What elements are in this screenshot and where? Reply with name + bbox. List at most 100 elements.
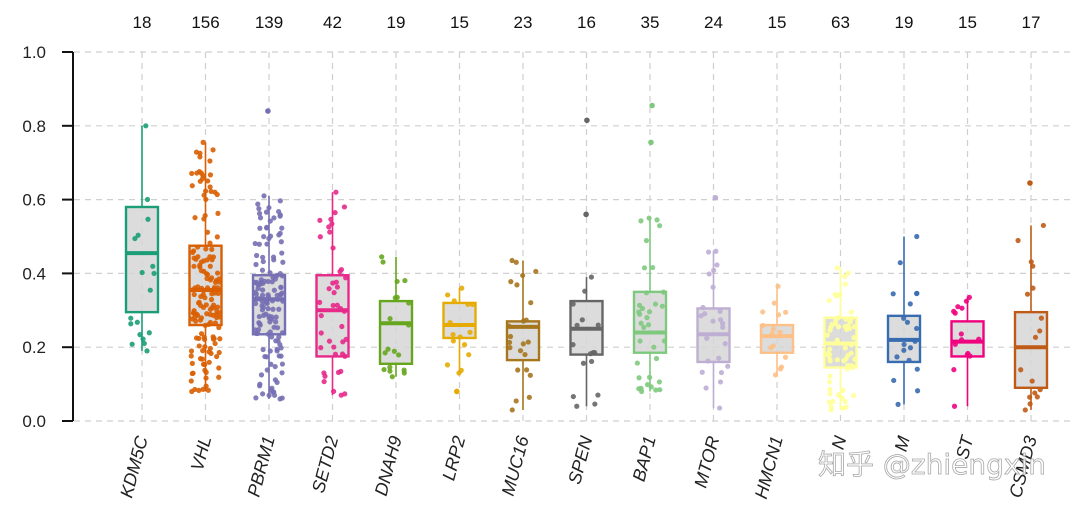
data-point	[267, 270, 273, 276]
sample-count-label: 15	[768, 13, 787, 32]
data-point	[775, 312, 782, 318]
data-point	[843, 404, 849, 410]
data-point	[205, 178, 211, 184]
data-point	[643, 290, 650, 296]
data-point	[271, 287, 277, 293]
box-group-hmcn1	[759, 283, 795, 378]
data-point	[264, 367, 270, 373]
data-point	[526, 394, 532, 400]
data-point	[959, 337, 965, 343]
data-point	[447, 320, 453, 326]
data-point	[951, 367, 957, 373]
data-point	[207, 172, 214, 178]
data-point	[513, 398, 519, 404]
data-point	[271, 215, 277, 221]
data-point	[279, 370, 285, 376]
data-point	[191, 263, 197, 269]
data-point	[507, 345, 513, 351]
data-point	[331, 344, 337, 350]
data-point	[128, 321, 134, 327]
data-point	[143, 123, 149, 129]
data-point	[834, 339, 841, 346]
data-point	[508, 279, 514, 285]
box-group-lrp2	[442, 285, 477, 395]
data-point	[834, 265, 840, 271]
data-point	[381, 366, 387, 373]
data-point	[461, 342, 468, 348]
data-point	[406, 322, 412, 328]
data-point	[215, 304, 221, 310]
data-point	[257, 383, 263, 389]
data-point	[332, 351, 339, 357]
data-point	[269, 298, 276, 304]
data-point	[197, 154, 203, 160]
data-point	[444, 362, 451, 368]
data-point	[258, 372, 265, 378]
data-point	[958, 331, 964, 337]
data-point	[894, 354, 900, 360]
data-point	[145, 216, 151, 222]
data-point	[255, 201, 261, 207]
data-point	[318, 330, 324, 336]
data-point	[848, 350, 854, 356]
data-point	[851, 323, 858, 330]
data-point	[265, 278, 271, 285]
data-point	[277, 198, 283, 204]
data-point	[646, 309, 653, 315]
sample-count-label: 18	[133, 13, 152, 32]
data-point	[775, 283, 781, 289]
data-point	[580, 360, 587, 366]
data-point	[509, 257, 515, 264]
data-point	[914, 233, 920, 240]
data-point	[402, 277, 408, 284]
box-group-m	[886, 233, 922, 407]
data-point	[827, 379, 833, 385]
data-point	[198, 315, 205, 321]
data-point	[966, 294, 972, 300]
data-point	[342, 391, 348, 397]
data-point	[216, 314, 222, 320]
data-point	[834, 357, 840, 363]
data-point	[1027, 401, 1033, 407]
data-point	[574, 403, 580, 409]
data-point	[587, 351, 594, 357]
data-point	[197, 178, 203, 184]
data-point	[912, 338, 918, 344]
data-point	[279, 250, 285, 256]
data-point	[698, 313, 704, 319]
data-point	[327, 229, 333, 235]
data-point	[848, 309, 854, 315]
data-point	[770, 326, 777, 332]
data-point	[128, 315, 134, 321]
data-point	[266, 392, 272, 398]
data-point	[710, 318, 716, 324]
data-point	[280, 259, 286, 265]
box-group-setd2	[315, 189, 350, 398]
data-point	[276, 334, 282, 340]
data-point	[778, 364, 785, 370]
data-point	[341, 308, 348, 314]
data-point	[212, 320, 218, 326]
data-point	[718, 369, 725, 376]
data-point	[278, 353, 284, 359]
data-point	[574, 322, 580, 328]
data-point	[253, 291, 259, 297]
data-point	[337, 305, 344, 312]
data-point	[450, 338, 456, 344]
data-point	[259, 391, 266, 397]
data-point	[385, 346, 391, 352]
data-point	[382, 350, 388, 356]
data-point	[207, 240, 213, 246]
data-point	[200, 288, 207, 294]
data-point	[520, 341, 526, 347]
data-point	[213, 277, 220, 284]
data-point	[321, 370, 327, 376]
data-point	[634, 360, 640, 366]
data-point	[951, 403, 958, 409]
data-point	[639, 305, 646, 312]
data-point	[648, 384, 654, 390]
data-point	[189, 183, 195, 189]
data-point	[1029, 378, 1035, 384]
data-point	[203, 246, 209, 252]
data-point	[1037, 328, 1043, 334]
